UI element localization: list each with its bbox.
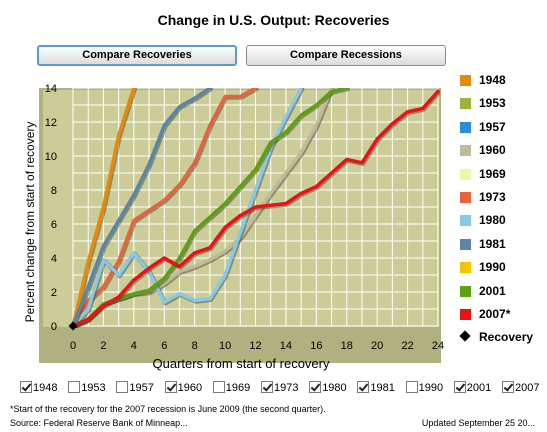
- checkbox-box[interactable]: [309, 381, 322, 393]
- x-tick-label: 10: [219, 340, 231, 352]
- legend-label: 1973: [479, 190, 506, 204]
- checkbox-label: 1990: [418, 382, 444, 394]
- legend-label: 1990: [479, 260, 506, 275]
- x-tick-label: 24: [432, 340, 444, 352]
- legend-swatch: [460, 238, 471, 250]
- checkbox-1948[interactable]: 1948: [20, 381, 57, 394]
- checkbox-1969[interactable]: 1969: [212, 381, 251, 394]
- plot-area: [43, 90, 439, 327]
- updated-note: Updated September 25 20...: [421, 418, 535, 428]
- checkbox-1957[interactable]: 1957: [116, 381, 154, 394]
- checkbox-label: 1969: [225, 382, 251, 394]
- legend-label: 2001: [479, 283, 506, 298]
- x-axis-tick-labels: 0 2 4 6 8 10 12 14 16 18 20 22 24: [70, 340, 444, 352]
- checkbox-box[interactable]: [68, 381, 81, 393]
- checkbox-label: 1948: [33, 382, 58, 394]
- series-lines: [71, 88, 440, 328]
- checkbox-box[interactable]: [164, 381, 177, 393]
- series-line-1948: [71, 88, 136, 328]
- legend-swatch: [460, 168, 471, 180]
- checkbox-label: 1981: [370, 382, 395, 394]
- legend-swatch: [460, 262, 471, 274]
- x-tick-label: 8: [192, 340, 198, 352]
- legend-swatch: [460, 121, 471, 133]
- legend-swatch: [460, 145, 471, 157]
- legend-label: 2007*: [479, 307, 511, 321]
- checkbox-box[interactable]: [357, 381, 370, 393]
- y-tick-label: 4: [51, 253, 57, 265]
- x-tick-label: 14: [280, 340, 292, 352]
- chart-title: Change in U.S. Output: Recoveries: [157, 12, 390, 28]
- y-tick-label: 14: [45, 83, 57, 95]
- x-tick-label: 6: [161, 340, 167, 352]
- series-line-1980: [71, 88, 303, 328]
- x-tick-label: 12: [249, 340, 261, 352]
- x-tick-label: 2: [100, 340, 106, 352]
- legend-label: 1957: [479, 119, 506, 134]
- legend-swatch: [460, 285, 471, 297]
- recovery-start-marker: [68, 321, 78, 331]
- legend-label: Recovery: [479, 330, 534, 345]
- checkbox-2001[interactable]: 2001: [453, 381, 492, 394]
- legend-label: 1953: [479, 96, 506, 111]
- legend-label: 1980: [479, 213, 506, 228]
- legend-label: 1948: [479, 73, 506, 87]
- checkbox-label: 1973: [274, 382, 299, 394]
- x-tick-label: 22: [401, 340, 413, 352]
- checkbox-1980[interactable]: 1980: [309, 381, 347, 394]
- legend-label: 1969: [479, 166, 506, 181]
- checkbox-box[interactable]: [261, 381, 273, 393]
- x-tick-label: 4: [131, 340, 137, 352]
- legend-swatch: [460, 309, 471, 320]
- checkbox-box[interactable]: [453, 381, 466, 393]
- legend-swatch: [460, 98, 471, 110]
- y-tick-label: 2: [51, 287, 57, 299]
- checkbox-label: 2007: [515, 382, 540, 394]
- legend-label: 1960: [479, 143, 506, 158]
- legend-swatch: [460, 192, 471, 203]
- x-axis-label: Quarters from start of recovery: [153, 356, 330, 371]
- checkbox-label: 2001: [466, 382, 492, 394]
- checkbox-box[interactable]: [405, 381, 418, 393]
- y-axis-tick-labels: 0 2 4 6 8 10 12 14: [45, 83, 57, 333]
- x-tick-label: 20: [371, 340, 383, 352]
- y-tick-label: 0: [51, 321, 57, 333]
- checkbox-1953[interactable]: 1953: [68, 381, 106, 394]
- checkbox-1960[interactable]: 1960: [164, 381, 203, 394]
- checkbox-box[interactable]: [212, 381, 225, 393]
- x-tick-label: 18: [341, 340, 353, 352]
- y-tick-label: 8: [51, 185, 57, 197]
- checkbox-label: 1953: [81, 382, 106, 394]
- checkbox-1973[interactable]: 1973: [261, 381, 298, 394]
- checkbox-1981[interactable]: 1981: [357, 381, 395, 394]
- checkbox-label: 1957: [129, 382, 154, 394]
- legend-diamond-icon: [459, 330, 471, 343]
- x-tick-label: 16: [310, 340, 322, 352]
- series-line-1981: [71, 88, 212, 328]
- tab-compare-recoveries[interactable]: Compare Recoveries: [37, 45, 237, 66]
- checkbox-box[interactable]: [502, 381, 514, 393]
- y-tick-label: 6: [51, 219, 57, 231]
- checkbox-label: 1960: [177, 382, 203, 394]
- y-tick-label: 10: [45, 151, 57, 163]
- checkbox-label: 1980: [322, 382, 347, 394]
- legend-swatch: [460, 75, 471, 86]
- x-tick-label: 0: [70, 340, 76, 352]
- series-line-1973: [71, 88, 258, 328]
- grid-lines: [72, 87, 439, 327]
- checkbox-2007[interactable]: 2007: [502, 381, 539, 394]
- checkbox-1990[interactable]: 1990: [405, 381, 444, 394]
- footnote: *Start of the recovery for the 2007 rece…: [10, 404, 326, 414]
- legend-swatch: [460, 215, 471, 227]
- y-tick-label: 12: [45, 117, 57, 129]
- y-axis-label: Percent change from start of recovery: [23, 122, 37, 323]
- checkbox-box[interactable]: [116, 381, 129, 393]
- checkbox-box[interactable]: [20, 381, 32, 393]
- series-checkbox-row: 1948 1953 1957 1960 1969 1973 1980 1981 1990 2001…: [20, 381, 540, 399]
- source-note: Source: Federal Reserve Bank of Minneap.…: [10, 418, 188, 428]
- series-line-2007: [71, 89, 440, 328]
- tab-compare-recessions[interactable]: Compare Recessions: [246, 45, 446, 66]
- legend-label: 1981: [479, 236, 506, 251]
